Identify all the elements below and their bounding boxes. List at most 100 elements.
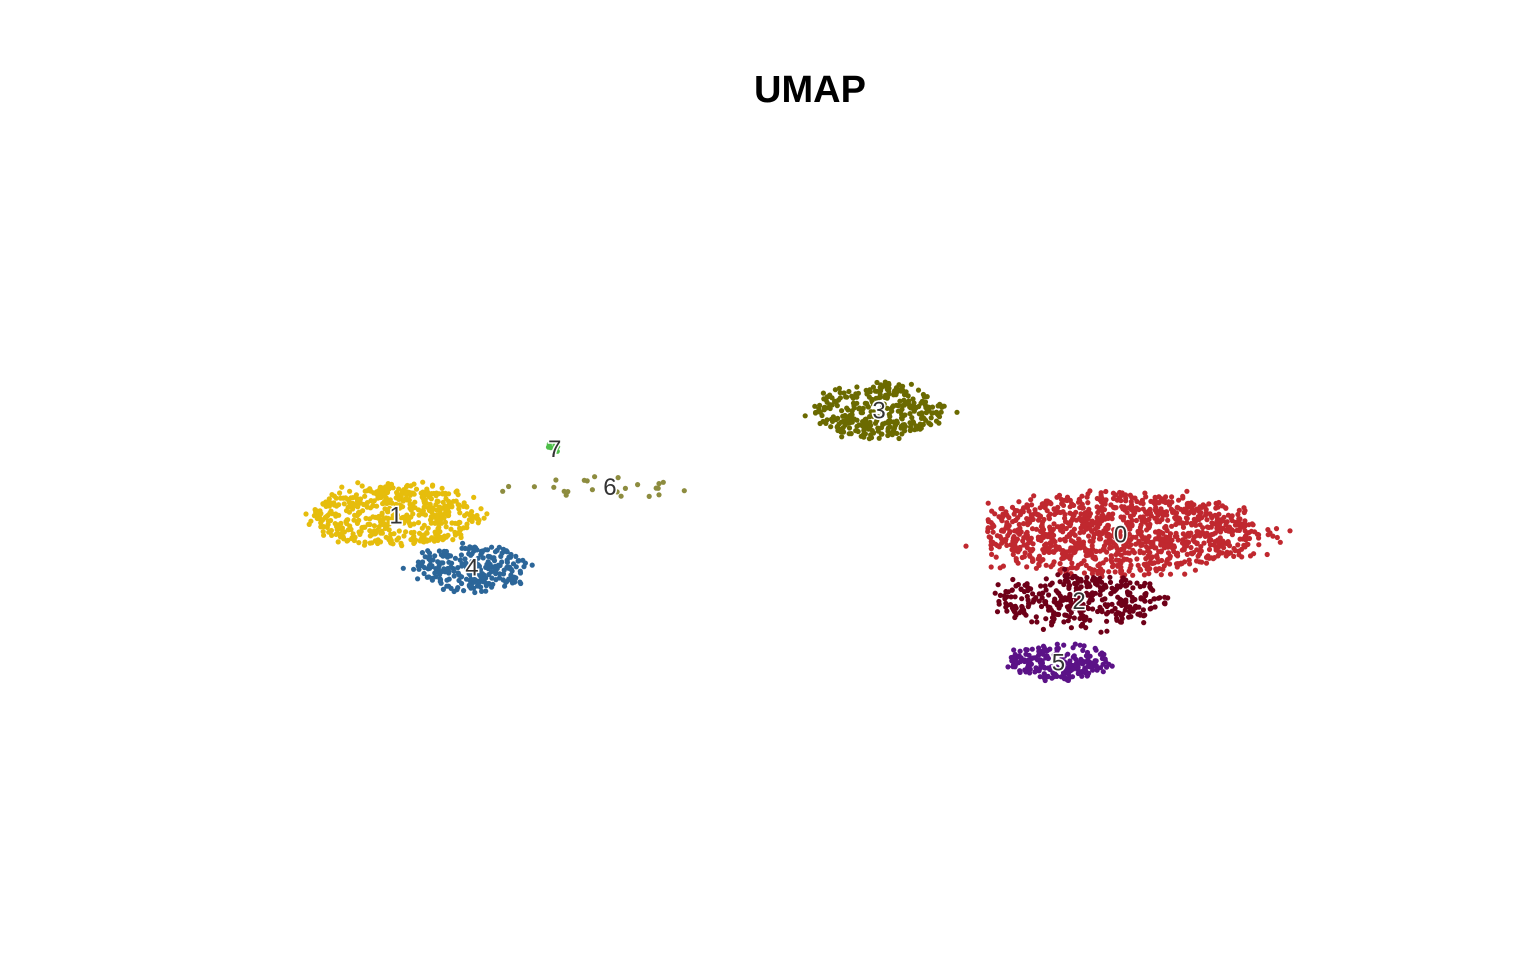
data-point <box>1029 619 1035 625</box>
data-point <box>1087 488 1093 494</box>
data-point <box>1103 529 1109 536</box>
data-point <box>1068 565 1074 571</box>
data-point <box>467 578 473 584</box>
data-point <box>864 400 870 407</box>
data-point <box>430 482 436 488</box>
data-point <box>1274 534 1280 541</box>
data-point <box>364 488 370 494</box>
data-point <box>1206 546 1213 553</box>
data-point <box>1158 509 1164 516</box>
data-point <box>1194 529 1200 535</box>
data-point <box>1184 488 1190 494</box>
cluster-2-points <box>992 566 1171 635</box>
data-point <box>1113 611 1119 618</box>
data-point <box>497 571 503 577</box>
data-point <box>837 395 844 401</box>
data-point <box>915 387 922 393</box>
data-point <box>1148 544 1154 550</box>
data-point <box>622 485 629 491</box>
data-point <box>1143 494 1149 500</box>
data-point <box>1065 651 1071 657</box>
data-point <box>1190 537 1196 543</box>
data-point <box>459 580 465 587</box>
data-point <box>1053 544 1059 550</box>
data-point <box>1184 551 1190 558</box>
data-point <box>1065 579 1071 585</box>
data-point <box>390 485 396 491</box>
data-point <box>521 564 527 570</box>
data-point <box>434 512 440 518</box>
data-point <box>1004 512 1010 518</box>
data-point <box>1198 544 1204 550</box>
data-point <box>1000 563 1007 569</box>
data-point <box>396 528 402 534</box>
data-point <box>1031 597 1037 603</box>
data-point <box>343 508 350 514</box>
data-point <box>885 426 891 432</box>
data-point <box>1126 544 1132 550</box>
data-point <box>1013 605 1019 611</box>
data-point <box>355 504 361 510</box>
data-point <box>1038 603 1045 610</box>
data-point <box>1072 541 1079 547</box>
data-point <box>1141 620 1147 626</box>
data-point <box>997 592 1004 599</box>
data-point <box>985 500 991 506</box>
data-point <box>329 532 335 539</box>
data-point <box>1171 508 1177 514</box>
data-point <box>1092 554 1098 560</box>
data-point <box>367 540 373 546</box>
data-point <box>1094 582 1100 588</box>
data-point <box>354 498 360 505</box>
data-point <box>1068 610 1074 616</box>
data-point <box>1112 605 1118 612</box>
data-point <box>370 514 376 520</box>
data-point <box>879 408 885 414</box>
data-point <box>1183 515 1189 521</box>
data-point <box>907 411 913 417</box>
data-point <box>412 539 418 545</box>
data-point <box>1246 522 1252 528</box>
data-point <box>1110 540 1117 546</box>
data-point <box>905 393 911 399</box>
data-point <box>489 575 495 581</box>
data-point <box>1142 580 1148 586</box>
data-point <box>656 481 662 487</box>
data-point <box>332 521 338 527</box>
data-point <box>446 570 452 576</box>
data-point <box>486 580 492 587</box>
data-point <box>1129 598 1135 604</box>
cluster-labels: 0 1 2 3 4 5 6 7 <box>388 396 1129 678</box>
data-point <box>1139 497 1145 503</box>
data-point <box>1156 494 1162 500</box>
data-point <box>1167 571 1174 577</box>
data-point <box>1054 494 1060 500</box>
data-point <box>1134 580 1140 586</box>
data-point <box>1081 643 1087 649</box>
data-point <box>1203 512 1209 518</box>
data-point <box>469 551 475 557</box>
data-point <box>839 408 845 414</box>
data-point <box>405 516 411 523</box>
data-point <box>1054 664 1060 670</box>
data-point <box>875 428 881 434</box>
data-point <box>886 419 892 425</box>
data-point <box>1146 571 1152 577</box>
data-point <box>1097 521 1103 527</box>
data-point <box>1287 528 1293 534</box>
data-point <box>1099 579 1105 585</box>
data-point <box>891 425 898 431</box>
data-point <box>1032 507 1038 513</box>
data-point <box>1057 579 1063 585</box>
data-point <box>1085 500 1091 506</box>
data-point <box>424 489 431 495</box>
data-point <box>1038 583 1044 589</box>
data-point <box>865 389 871 395</box>
data-point <box>875 414 881 420</box>
data-point <box>1084 494 1090 500</box>
data-point <box>1021 542 1027 548</box>
data-point <box>1252 529 1258 535</box>
data-point <box>1132 507 1138 513</box>
data-point <box>1051 674 1057 680</box>
data-point <box>859 410 866 416</box>
